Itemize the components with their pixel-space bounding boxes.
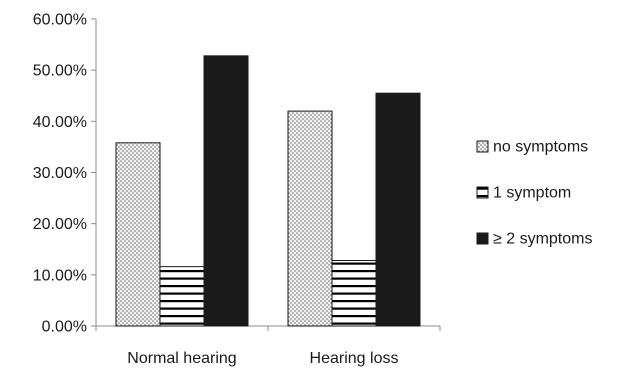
- legend: no symptoms 1 symptom ≥ 2 symptoms: [476, 139, 592, 248]
- bar-no-symptoms-hearing-loss: [287, 110, 333, 327]
- legend-label: no symptoms: [493, 139, 588, 156]
- x-category-label: Normal hearing: [127, 350, 236, 367]
- y-tick-label: 60.00%: [33, 12, 87, 29]
- bar-1-symptom-hearing-loss: [331, 260, 377, 327]
- bar-no-symptoms-normal-hearing: [115, 142, 161, 327]
- legend-label: ≥ 2 symptoms: [493, 231, 592, 248]
- y-tick-label: 0.00%: [42, 319, 87, 336]
- y-tick-label: 10.00%: [33, 267, 87, 284]
- y-tick-label: 20.00%: [33, 216, 87, 233]
- bar--2-symptoms-normal-hearing: [203, 55, 249, 327]
- y-tick-label: 50.00%: [33, 63, 87, 80]
- x-category-label: Hearing loss: [310, 350, 399, 367]
- bars-layer: [115, 55, 421, 327]
- y-tick-label: 40.00%: [33, 114, 87, 131]
- y-tick-label: 30.00%: [33, 165, 87, 182]
- legend-swatch: [476, 140, 489, 153]
- bar-1-symptom-normal-hearing: [159, 266, 205, 327]
- bar--2-symptoms-hearing-loss: [375, 92, 421, 327]
- legend-label: 1 symptom: [493, 185, 571, 202]
- legend-swatch: [476, 186, 489, 199]
- legend-swatch: [476, 232, 489, 245]
- labels-layer: 0.00% 10.00% 20.00% 30.00% 40.00% 50.00% 60.00…: [33, 12, 399, 368]
